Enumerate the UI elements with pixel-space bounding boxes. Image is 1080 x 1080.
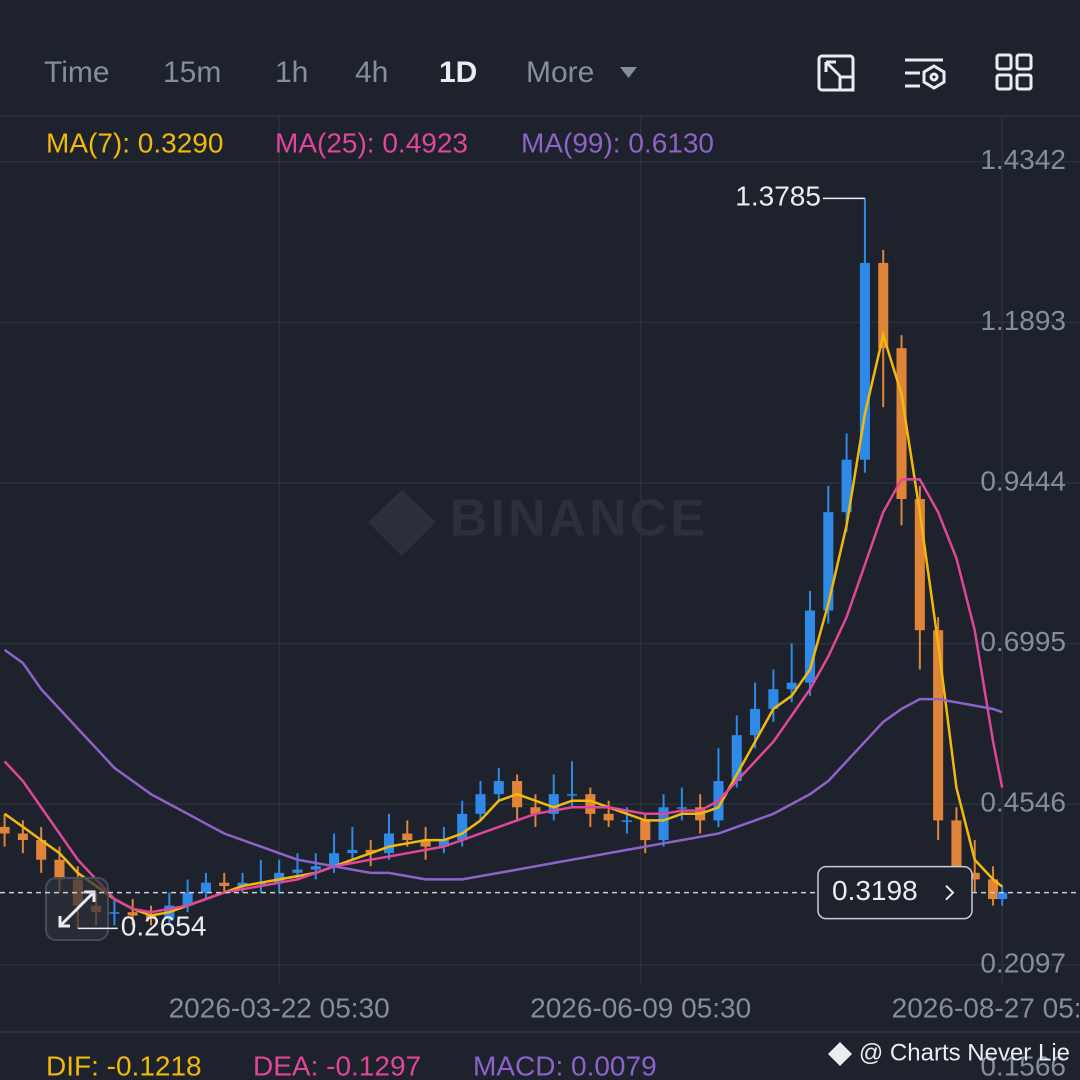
low-label: 0.2654 (121, 911, 207, 942)
ma-line (3, 648, 1003, 881)
candle-body (475, 794, 486, 814)
macd-label: MACD: 0.0079 (473, 1050, 657, 1080)
current-price-label[interactable]: 0.3198 (832, 875, 918, 906)
ma-line (3, 330, 1003, 917)
candle-body (859, 262, 870, 460)
candle-body (237, 882, 248, 886)
icon-screenshot[interactable] (817, 54, 855, 92)
candle-body (365, 849, 376, 854)
candle-body (676, 807, 687, 809)
candle-body (933, 630, 944, 821)
more-arrow[interactable] (620, 67, 637, 78)
candle-body (292, 869, 303, 873)
candle-body (493, 781, 504, 795)
x-tick-label: 2026-08-27 05:30 (892, 992, 1080, 1023)
candle-body (603, 813, 614, 821)
timeframe-tab[interactable]: Time (44, 56, 110, 89)
candle-body (219, 882, 230, 886)
macd-label: DIF: -0.1218 (46, 1050, 202, 1080)
current-price-chevron[interactable] (945, 884, 955, 901)
macd-label: DEA: -0.1297 (253, 1050, 421, 1080)
timeframe-tab[interactable]: 1h (275, 56, 308, 89)
candle-body (658, 807, 669, 841)
candle-body (951, 820, 962, 873)
candle-body (274, 872, 285, 883)
overlay: 0.2097 0.4546 0.6995 0.9444 1.1893 1.4342 2026… (0, 127, 1080, 1023)
candle-body (402, 833, 413, 841)
credit-logo (828, 1042, 852, 1066)
watermark: BINANCE (450, 490, 708, 548)
candle-body (182, 892, 193, 906)
timeframe-tab[interactable]: 1D (439, 56, 477, 89)
candle-body (896, 348, 907, 500)
x-tick-label: 2026-06-09 05:30 (530, 992, 751, 1023)
expand-button[interactable] (45, 877, 109, 941)
candle-body (621, 820, 632, 822)
candle-body (878, 262, 889, 349)
candle-body (731, 735, 742, 782)
icon-layout[interactable] (995, 53, 1033, 91)
candle-body (420, 840, 431, 847)
candle-body (841, 459, 852, 513)
candle-body (988, 879, 999, 900)
y-tick-label: 0.6995 (980, 626, 1066, 657)
candle-body (969, 872, 980, 880)
y-tick-label: 0.4546 (980, 787, 1066, 818)
legend-entry: MA(25): 0.4923 (275, 127, 468, 158)
icon-settings[interactable] (905, 58, 946, 90)
legend-entry: MA(7): 0.3290 (46, 127, 223, 158)
candle-body (127, 912, 138, 916)
candle-body (329, 853, 340, 867)
candle-body (54, 859, 65, 880)
credit: @ Charts Never Lie (859, 1039, 1070, 1066)
y-tick-label: 1.4342 (980, 144, 1066, 175)
candle-body (457, 813, 468, 841)
candle-body (567, 794, 578, 796)
candle-body (585, 794, 596, 814)
current-price-tag[interactable] (817, 865, 973, 920)
y-tick-label: 1.1893 (980, 305, 1066, 336)
candle-body (200, 882, 211, 893)
candle-body (768, 689, 779, 709)
candle-body (823, 512, 834, 611)
y-tick-label: 0.9444 (980, 465, 1066, 496)
candle-body (383, 833, 395, 854)
plot: BINANCE (0, 118, 1080, 985)
candle-body (750, 708, 761, 736)
candle-body (347, 849, 358, 854)
candle-body (548, 794, 559, 814)
legend-entry: MA(99): 0.6130 (521, 127, 714, 158)
y-tick-label: 0.2097 (980, 947, 1066, 978)
candle-body (0, 826, 10, 834)
macd-axis-label: 0.1566 (980, 1050, 1066, 1080)
high-label: 1.3785 (735, 181, 821, 212)
candle-body (640, 820, 651, 841)
candle-body (997, 892, 1008, 900)
candle-body (804, 610, 816, 683)
candle-body (786, 682, 797, 690)
candle-body (145, 915, 157, 919)
candle-body (530, 807, 541, 814)
timeframe-tab[interactable]: More (526, 56, 594, 89)
watermark-logo (368, 490, 436, 556)
candle-body (310, 866, 321, 870)
candle-body (17, 833, 28, 841)
x-tick-label: 2026-03-22 05:30 (169, 992, 390, 1023)
candle-body (914, 499, 925, 631)
candle-body (438, 840, 449, 847)
timeframe-tab[interactable]: 15m (163, 56, 221, 89)
candle-body (109, 912, 120, 914)
candle-body (36, 840, 47, 860)
ma-line (3, 478, 1004, 914)
timeframe-tab[interactable]: 4h (355, 56, 388, 89)
